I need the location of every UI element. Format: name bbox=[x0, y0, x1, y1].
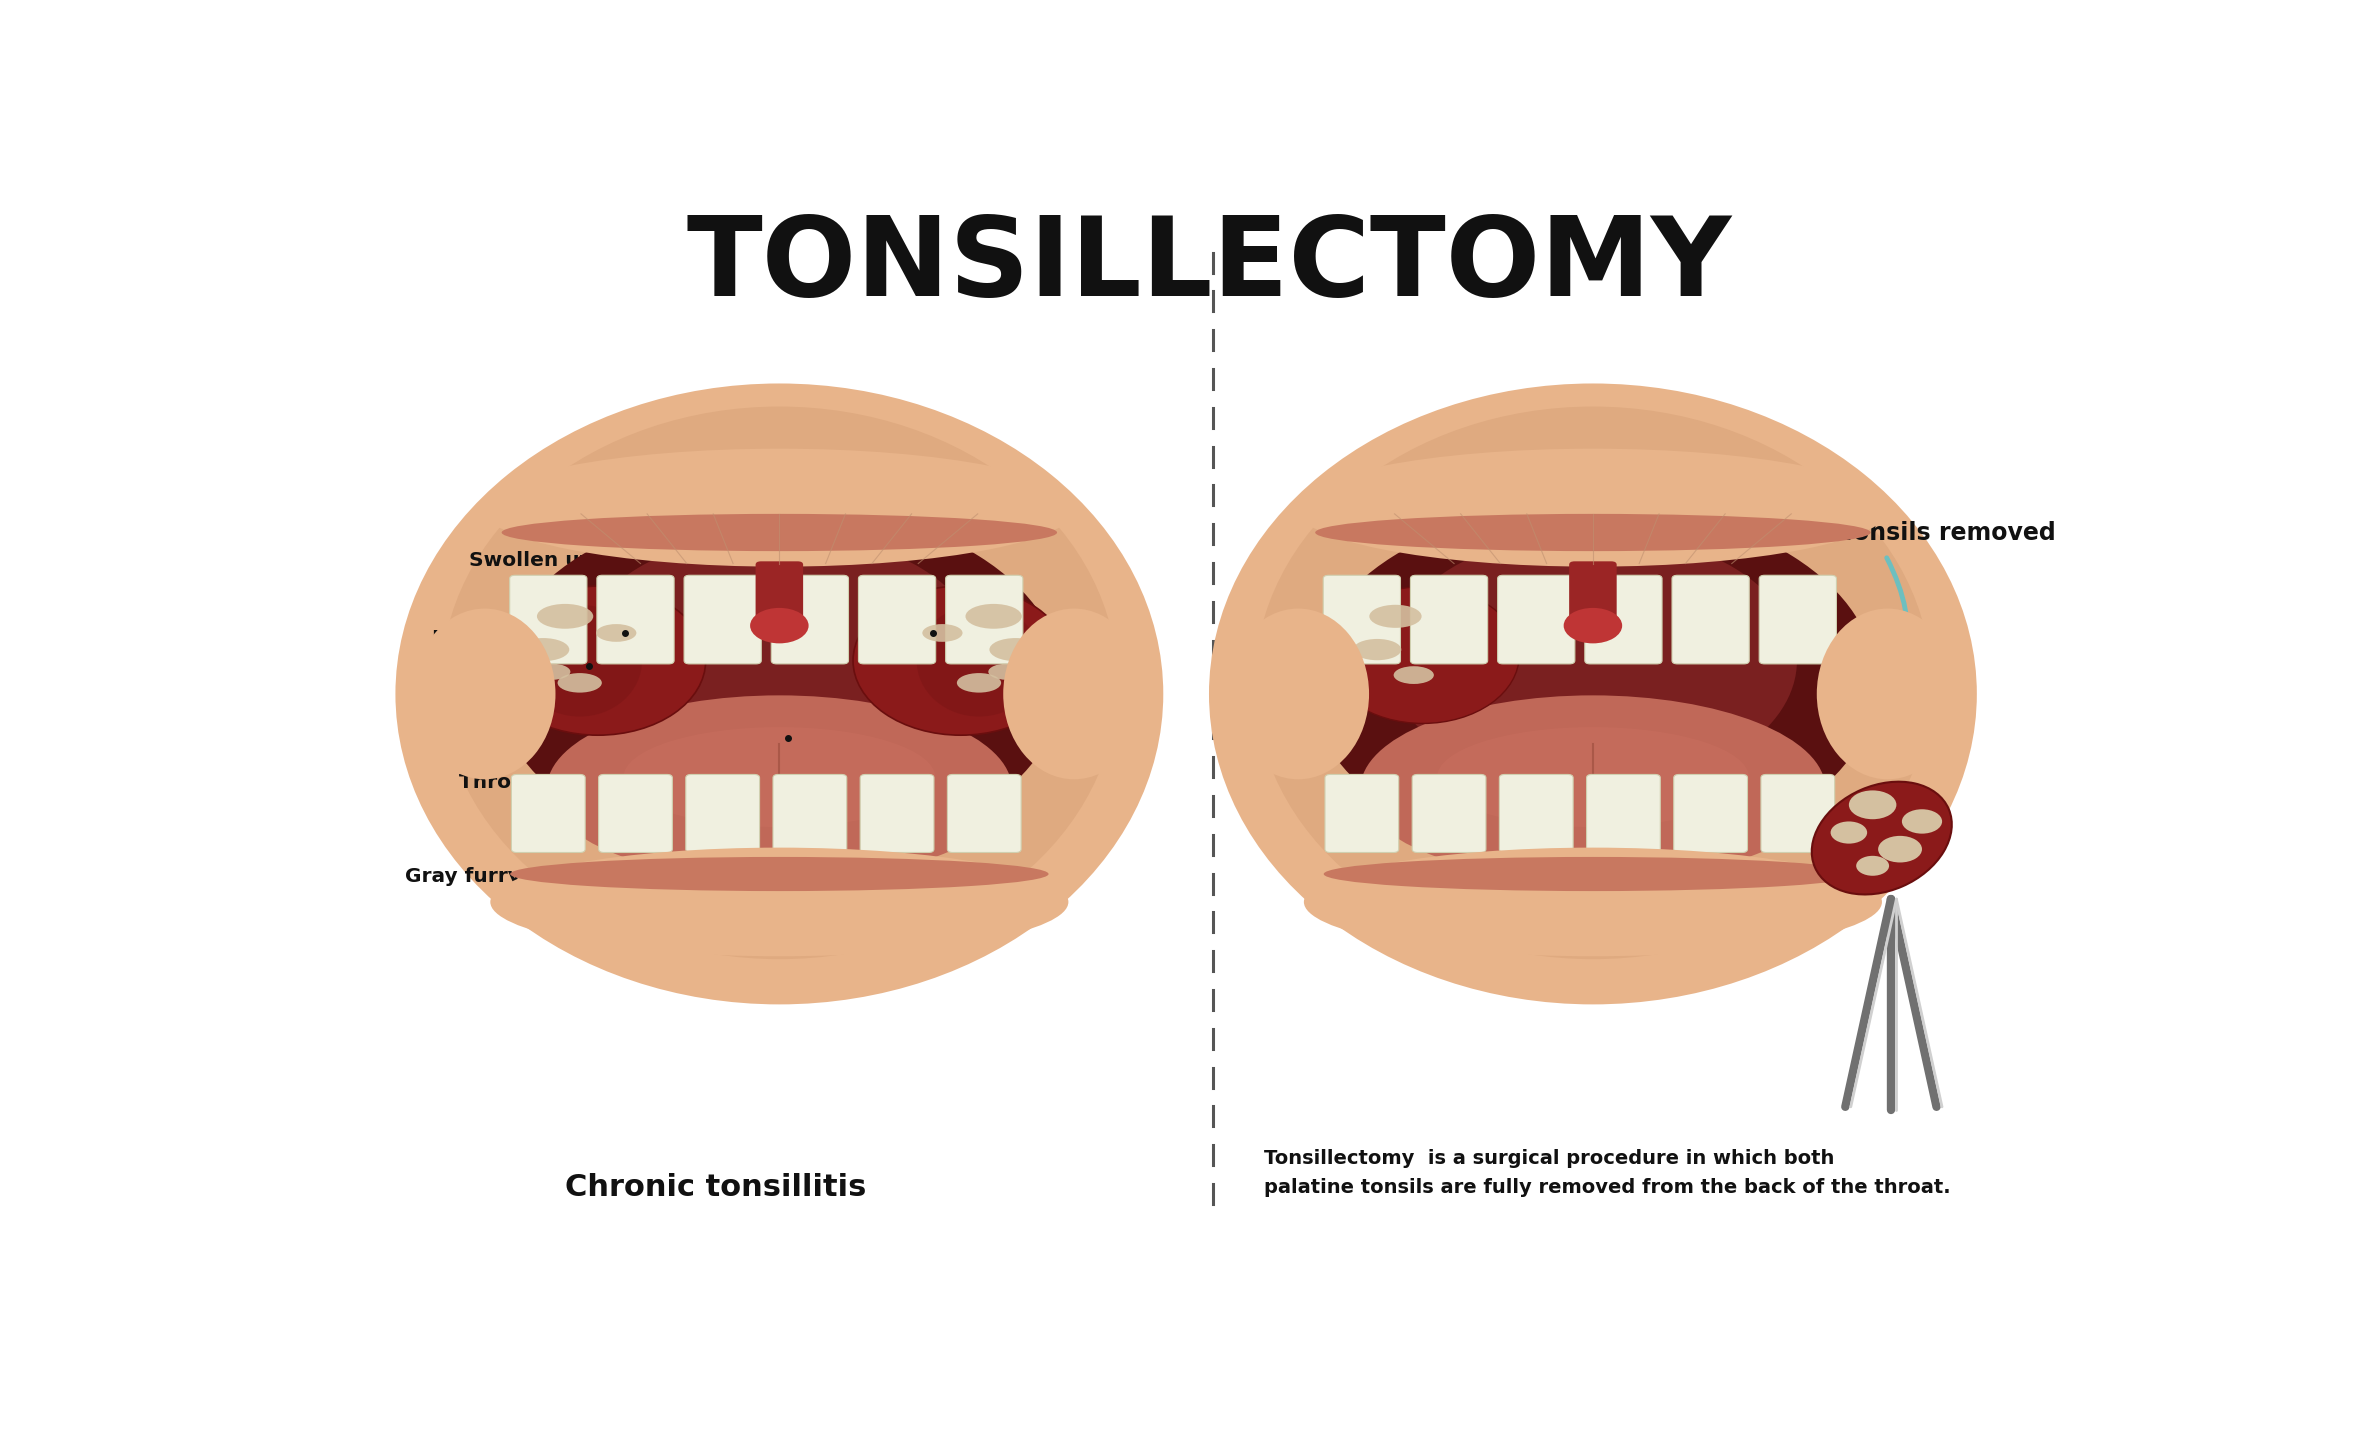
Ellipse shape bbox=[441, 406, 1118, 959]
Ellipse shape bbox=[1812, 782, 1951, 894]
Ellipse shape bbox=[1326, 588, 1519, 723]
FancyBboxPatch shape bbox=[599, 775, 672, 852]
FancyBboxPatch shape bbox=[597, 575, 675, 664]
Text: Tonsillectomy  is a surgical procedure in which both
palatine tonsils are fully : Tonsillectomy is a surgical procedure in… bbox=[1264, 1149, 1951, 1197]
Circle shape bbox=[1849, 791, 1897, 819]
Circle shape bbox=[1901, 809, 1941, 834]
FancyBboxPatch shape bbox=[859, 575, 937, 664]
Ellipse shape bbox=[1323, 857, 1861, 891]
FancyBboxPatch shape bbox=[1500, 775, 1573, 852]
FancyBboxPatch shape bbox=[1413, 775, 1486, 852]
FancyBboxPatch shape bbox=[948, 775, 1021, 852]
FancyBboxPatch shape bbox=[1760, 775, 1835, 852]
FancyBboxPatch shape bbox=[774, 775, 847, 852]
Ellipse shape bbox=[854, 586, 1069, 736]
FancyBboxPatch shape bbox=[755, 562, 802, 629]
Ellipse shape bbox=[1309, 504, 1875, 861]
Ellipse shape bbox=[491, 848, 1069, 956]
FancyBboxPatch shape bbox=[510, 575, 587, 664]
Ellipse shape bbox=[1816, 609, 1958, 779]
FancyBboxPatch shape bbox=[946, 575, 1024, 664]
Ellipse shape bbox=[1227, 609, 1368, 779]
FancyBboxPatch shape bbox=[1673, 575, 1750, 664]
Ellipse shape bbox=[958, 672, 1000, 693]
FancyBboxPatch shape bbox=[512, 775, 585, 852]
Text: Gray furry tongue: Gray furry tongue bbox=[406, 850, 911, 887]
FancyBboxPatch shape bbox=[1326, 775, 1399, 852]
Circle shape bbox=[1857, 855, 1890, 876]
Ellipse shape bbox=[597, 624, 637, 642]
FancyBboxPatch shape bbox=[1569, 562, 1616, 629]
Ellipse shape bbox=[491, 586, 705, 736]
Circle shape bbox=[1831, 821, 1866, 844]
FancyBboxPatch shape bbox=[861, 775, 934, 852]
Ellipse shape bbox=[1361, 696, 1826, 881]
Ellipse shape bbox=[576, 533, 984, 789]
Ellipse shape bbox=[1003, 609, 1144, 779]
Text: TONSILLECTOMY: TONSILLECTOMY bbox=[686, 212, 1732, 318]
Ellipse shape bbox=[1305, 848, 1882, 956]
FancyBboxPatch shape bbox=[771, 575, 849, 664]
FancyBboxPatch shape bbox=[1675, 775, 1748, 852]
Circle shape bbox=[750, 608, 809, 644]
Ellipse shape bbox=[1368, 605, 1422, 628]
Ellipse shape bbox=[988, 638, 1043, 661]
Ellipse shape bbox=[1437, 727, 1748, 827]
Ellipse shape bbox=[495, 504, 1062, 861]
Ellipse shape bbox=[510, 857, 1047, 891]
Ellipse shape bbox=[413, 609, 554, 779]
Ellipse shape bbox=[1295, 449, 1890, 567]
Ellipse shape bbox=[502, 514, 1057, 552]
Ellipse shape bbox=[1316, 514, 1871, 552]
Ellipse shape bbox=[1255, 406, 1932, 959]
Ellipse shape bbox=[1389, 533, 1798, 789]
FancyBboxPatch shape bbox=[1588, 775, 1661, 852]
Ellipse shape bbox=[1354, 639, 1401, 660]
FancyBboxPatch shape bbox=[1760, 575, 1835, 664]
Ellipse shape bbox=[517, 638, 569, 661]
Ellipse shape bbox=[1208, 383, 1977, 1005]
Ellipse shape bbox=[623, 727, 934, 827]
Ellipse shape bbox=[965, 603, 1021, 629]
FancyBboxPatch shape bbox=[684, 575, 762, 664]
Ellipse shape bbox=[922, 624, 962, 642]
FancyBboxPatch shape bbox=[1498, 575, 1576, 664]
Circle shape bbox=[1564, 608, 1623, 644]
Ellipse shape bbox=[517, 605, 642, 717]
Text: Chronic tonsillitis: Chronic tonsillitis bbox=[564, 1172, 866, 1202]
Ellipse shape bbox=[533, 664, 571, 680]
Text: Red swollen tonsils: Red swollen tonsils bbox=[432, 629, 911, 655]
Ellipse shape bbox=[547, 696, 1012, 881]
Text: Whitish spots: Whitish spots bbox=[460, 694, 856, 726]
Ellipse shape bbox=[481, 449, 1078, 567]
Ellipse shape bbox=[557, 672, 602, 693]
FancyBboxPatch shape bbox=[1411, 575, 1489, 664]
Circle shape bbox=[1878, 835, 1923, 863]
Text: Swollen uvula: Swollen uvula bbox=[469, 552, 939, 596]
Ellipse shape bbox=[396, 383, 1163, 1005]
Text: Tonsils removed: Tonsils removed bbox=[1840, 521, 2055, 546]
Ellipse shape bbox=[988, 664, 1024, 680]
Ellipse shape bbox=[1394, 667, 1434, 684]
Ellipse shape bbox=[538, 603, 592, 629]
Ellipse shape bbox=[918, 605, 1040, 717]
FancyBboxPatch shape bbox=[686, 775, 760, 852]
FancyBboxPatch shape bbox=[1585, 575, 1663, 664]
Text: Throat redness: Throat redness bbox=[460, 750, 948, 792]
FancyBboxPatch shape bbox=[1323, 575, 1401, 664]
